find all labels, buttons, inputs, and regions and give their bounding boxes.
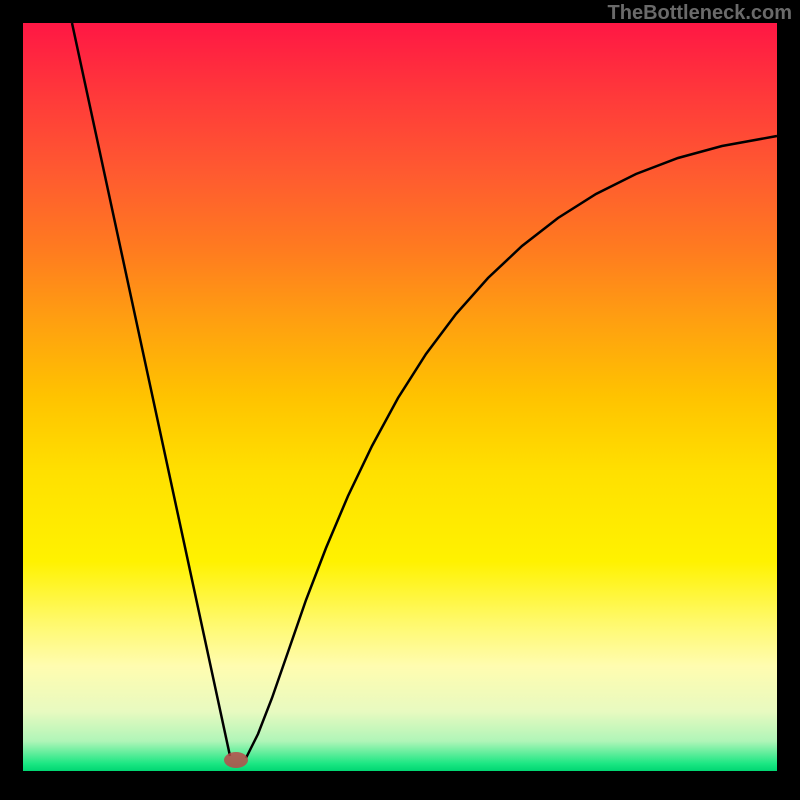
watermark-text: TheBottleneck.com bbox=[608, 2, 792, 25]
chart-container: TheBottleneck.com bbox=[0, 0, 800, 800]
gradient-plot-area bbox=[23, 23, 777, 771]
